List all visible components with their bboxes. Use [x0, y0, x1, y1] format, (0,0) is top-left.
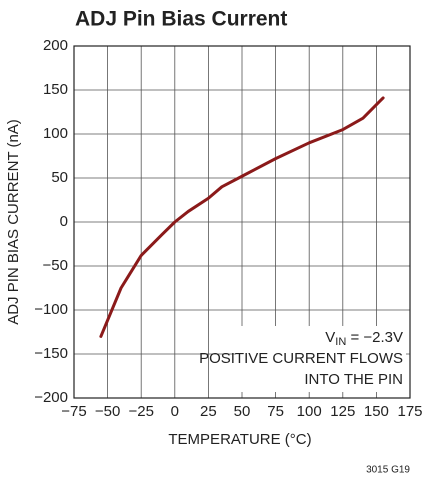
chart-title: ADJ Pin Bias Current: [75, 8, 287, 31]
footer: 3015 G19: [366, 465, 410, 476]
y-tick-label: −200: [34, 389, 68, 406]
x-tick-label: 175: [397, 403, 422, 420]
x-tick-label: 50: [234, 403, 251, 420]
y-tick-label: 200: [43, 37, 68, 54]
vin-rest: = −2.3V: [346, 329, 403, 346]
vin-main: V: [325, 329, 335, 346]
vin-sub: IN: [335, 336, 346, 348]
x-tick-label: 100: [297, 403, 322, 420]
annotation-background: [236, 326, 406, 392]
x-tick-label: 125: [330, 403, 355, 420]
y-tick-label: −50: [43, 257, 68, 274]
x-tick-label: 75: [267, 403, 284, 420]
annotation-line: INTO THE PIN: [304, 371, 403, 388]
y-tick-label: 100: [43, 125, 68, 142]
x-tick-label: 150: [364, 403, 389, 420]
y-tick-label: −150: [34, 345, 68, 362]
y-tick-label: 50: [51, 169, 68, 186]
annotation-vin: VIN = −2.3V: [325, 329, 403, 348]
x-tick-label: 25: [200, 403, 217, 420]
annotation-line: POSITIVE CURRENT FLOWS: [199, 350, 403, 367]
y-axis-label: ADJ PIN BIAS CURRENT (nA): [5, 119, 22, 325]
data-line: [99, 96, 385, 338]
x-axis-label: TEMPERATURE (°C): [168, 431, 311, 448]
x-tick-label: −75: [61, 403, 86, 420]
annotation: VIN = −2.3V POSITIVE CURRENT FLOWS INTO …: [199, 326, 406, 392]
x-tick-label: −50: [95, 403, 120, 420]
x-tick-label: 0: [171, 403, 179, 420]
y-tick-label: −100: [34, 301, 68, 318]
x-tick-label: −25: [128, 403, 153, 420]
plot-frame: [73, 45, 411, 399]
y-tick-label: 150: [43, 81, 68, 98]
y-tick-label: 0: [60, 213, 68, 230]
